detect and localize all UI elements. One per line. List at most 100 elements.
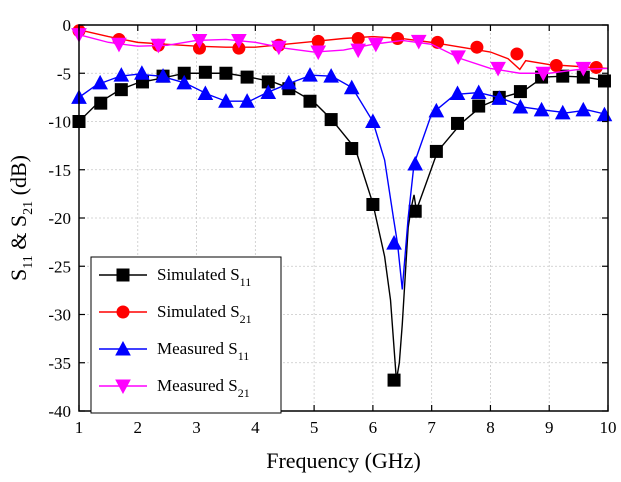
legend-label: Measured S11 [157,339,249,363]
data-point [554,104,571,120]
data-point [271,40,287,56]
data-point [323,68,339,83]
data-point [350,43,367,59]
data-point [191,33,208,49]
y-axis-title-unit: (dB) [6,155,31,201]
data-point [387,373,401,387]
legend-label-sub: 21 [240,312,252,326]
legend-label-sub: 11 [238,349,250,363]
data-point [303,94,317,108]
data-point [575,61,592,77]
data-point [240,70,254,84]
data-point [470,84,487,100]
data-point [596,106,613,122]
series-2 [72,24,609,74]
x-tick-label: 7 [427,418,436,437]
series-line [78,29,609,71]
y-axis-title-sub2: 21 [21,201,36,215]
legend-marker [116,268,130,282]
y-tick-label: -20 [48,209,71,228]
data-point [111,37,127,53]
data-point [260,84,277,100]
data-point [589,60,603,74]
data-point [391,32,405,46]
data-point [114,83,128,97]
data-point [155,68,171,83]
series-3 [71,65,613,290]
data-point [449,85,466,101]
data-point [351,32,365,46]
y-tick-label: -15 [48,161,71,180]
x-axis-title: Frequency (GHz) [266,448,421,473]
series-line [78,33,609,74]
tick-layer: 1 2 3 4 5 6 7 8 9 10 0 -5 -10 -15 -20 -25 -30 -35 -40 [48,16,616,437]
legend-label-main: Measured S [157,376,238,395]
data-point [533,101,550,117]
data-point [429,144,443,158]
data-point [231,33,247,49]
data-point [239,93,255,108]
x-tick-label: 10 [600,418,617,437]
grid-layer [79,25,608,411]
data-point [365,113,381,128]
data-point [407,155,424,171]
data-point [470,40,484,54]
data-point [218,93,234,108]
data-point [386,235,402,250]
data-point [410,34,427,50]
data-point [535,66,552,82]
data-point [490,61,506,77]
legend-entry: Measured S21 [99,376,250,400]
legend-label-main: Measured S [157,339,238,358]
y-axis-title-main: S [6,269,31,281]
series-4 [71,28,609,82]
data-point [510,47,524,61]
data-point [556,69,570,83]
data-point [549,59,563,73]
legend-entry: Simulated S11 [99,265,251,289]
data-point [428,102,445,118]
x-tick-label: 1 [75,418,84,437]
data-point [176,74,193,90]
x-tick-label: 9 [545,418,554,437]
data-point [134,65,150,80]
data-point [302,67,318,82]
y-tick-label: -25 [48,257,71,276]
legend-label: Simulated S21 [157,302,252,326]
data-point [345,142,359,156]
y-axis-title: S11 & S21 (dB) [6,155,36,281]
data-point [197,85,214,101]
legend-marker [116,305,130,319]
x-tick-label: 6 [369,418,378,437]
data-point [367,37,384,53]
data-point [343,79,360,95]
data-point [280,74,297,90]
data-point [150,38,167,54]
data-point [451,116,465,130]
y-tick-label: -10 [48,113,71,132]
legend-marker [115,379,131,395]
y-tick-label: -30 [48,306,71,325]
y-tick-label: -35 [48,354,71,373]
x-tick-label: 3 [192,418,201,437]
legend-marker [115,340,131,356]
legend-label-main: Simulated S [157,265,240,284]
x-tick-label: 8 [486,418,495,437]
data-point [94,96,108,110]
legend-label: Simulated S11 [157,265,251,289]
y-axis-title-sub1: 11 [21,255,36,268]
data-point [472,99,486,113]
data-point [408,204,422,218]
y-axis-title-mid: & S [6,215,31,255]
data-point [491,90,508,105]
legend-label-sub: 11 [240,275,252,289]
data-point [512,98,529,114]
legend-label-main: Simulated S [157,302,240,321]
data-point [575,101,592,117]
x-tick-label: 5 [310,418,319,437]
data-point [310,45,327,61]
data-point [450,50,466,65]
